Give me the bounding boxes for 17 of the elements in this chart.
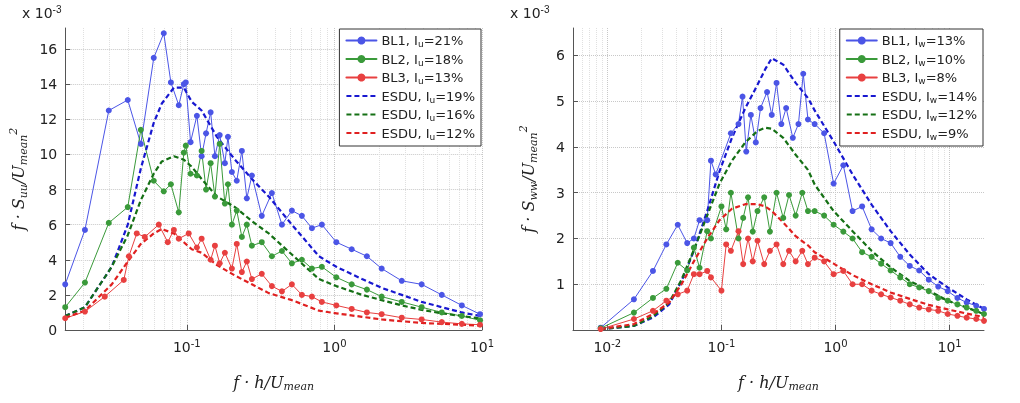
y-tick-label: 1 bbox=[556, 276, 565, 293]
y-tick-label: 4 bbox=[556, 138, 566, 155]
y-tick-label: 10 bbox=[39, 146, 58, 163]
y-tick-label: 14 bbox=[39, 76, 58, 93]
y-tick-label: 0 bbox=[48, 322, 58, 338]
y-tick-label: 16 bbox=[39, 41, 58, 58]
y-tick-label: 4 bbox=[48, 251, 58, 268]
y-axis-title: f · Suu/Umean2 bbox=[7, 127, 30, 232]
y-tick-label: 8 bbox=[48, 181, 58, 198]
y-tick-label: 3 bbox=[556, 184, 565, 201]
y-tick-label: 12 bbox=[39, 111, 58, 128]
y-tick-label: 6 bbox=[48, 216, 58, 233]
y-tick-label: 5 bbox=[556, 93, 565, 110]
y-tick-label: 2 bbox=[556, 230, 565, 247]
y-tick-label: 6 bbox=[556, 47, 566, 64]
y-tick-label: 2 bbox=[48, 286, 58, 303]
y-axis-title: f · Sww/Umean2 bbox=[517, 125, 540, 234]
